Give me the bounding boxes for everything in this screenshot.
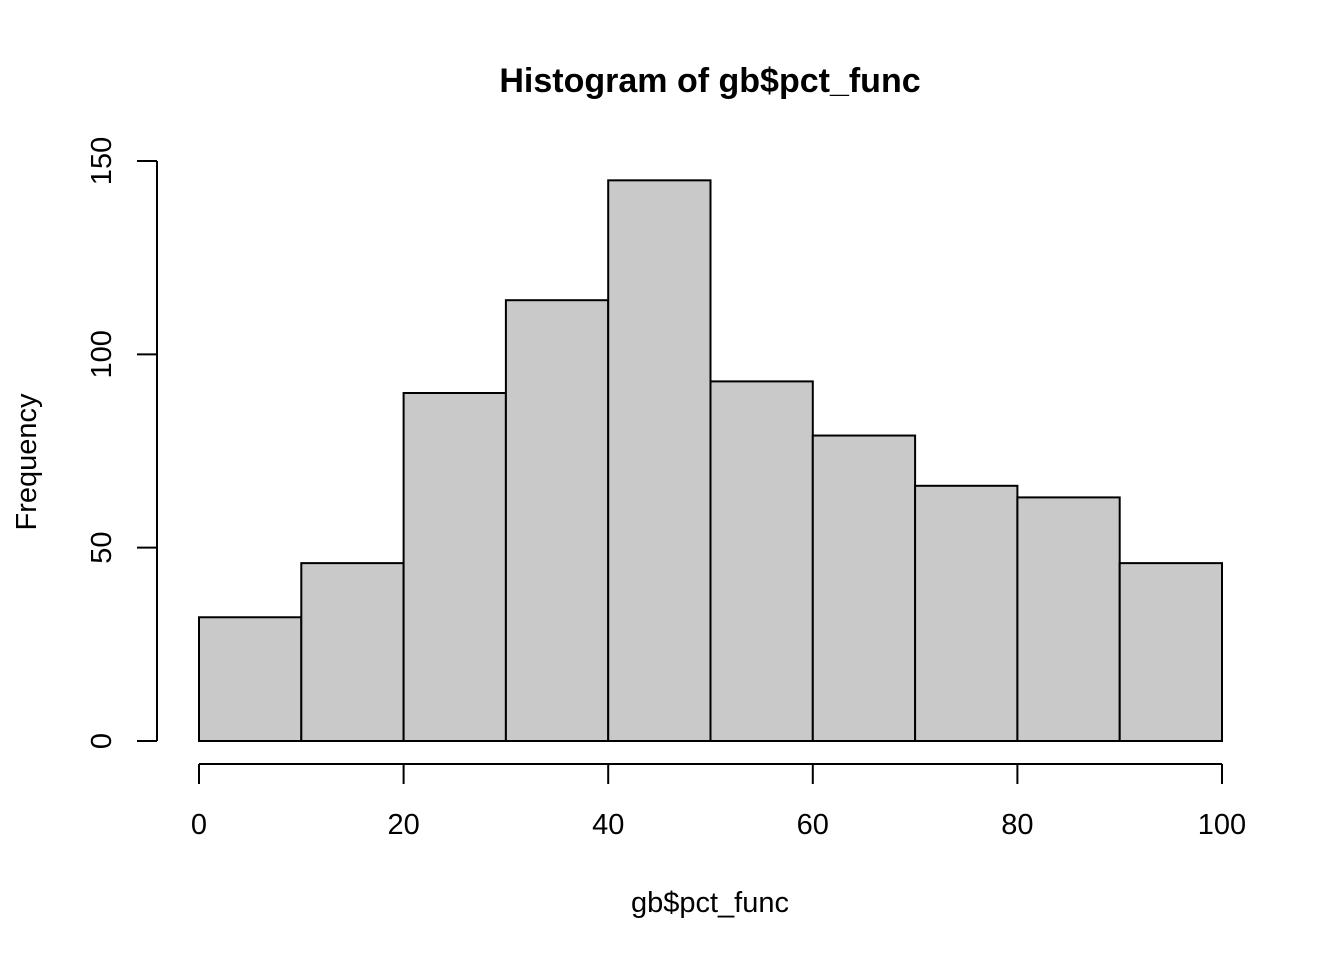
histogram-bar <box>914 484 1019 742</box>
bars-group <box>198 179 1223 743</box>
x-tick-label: 60 <box>797 809 829 841</box>
histogram-bar <box>504 299 610 742</box>
histogram-bar <box>1118 562 1223 743</box>
histogram-bar <box>198 616 303 742</box>
x-axis: 0 20 40 60 80 100 <box>191 763 1246 841</box>
y-axis-label: Frequency <box>11 393 43 531</box>
y-tick-label: 100 <box>86 330 118 378</box>
x-tick-label: 20 <box>387 809 419 841</box>
histogram-bar <box>402 392 507 742</box>
x-tick-label: 0 <box>191 809 207 841</box>
chart-title: Histogram of gb$pct_func <box>499 62 920 100</box>
histogram-bar <box>1016 496 1121 742</box>
y-axis: 0 50 100 150 <box>86 137 158 749</box>
x-tick-label: 100 <box>1198 809 1246 841</box>
y-tick-label: 0 <box>86 733 118 749</box>
y-tick-label: 150 <box>86 137 118 185</box>
y-tick-label: 50 <box>86 532 118 564</box>
histogram-bar <box>607 179 712 743</box>
x-axis-label: gb$pct_func <box>631 887 789 919</box>
histogram-bar <box>709 380 814 742</box>
histogram-bar <box>811 434 917 742</box>
x-tick-label: 40 <box>592 809 624 841</box>
histogram-bar <box>300 562 405 743</box>
x-tick-label: 80 <box>1001 809 1033 841</box>
